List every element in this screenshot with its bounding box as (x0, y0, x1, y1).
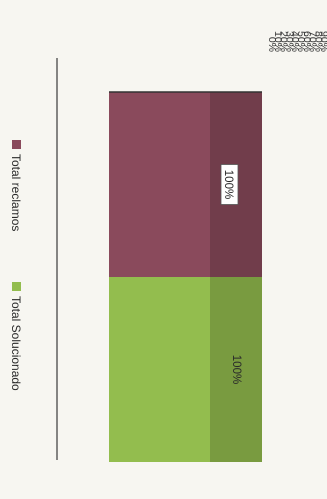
y-axis-ticks: 0%10%20%30%40%50%60%70%80%90%100% (266, 25, 327, 52)
legend-swatch-1 (12, 282, 21, 291)
legend-label-1: Total Solucionado (9, 296, 23, 391)
y-tick-label-10: 100% (324, 25, 327, 52)
y-tick-label-2: 20% (278, 31, 290, 52)
y-tick-label-6: 60% (301, 31, 313, 52)
legend-label-0: Total reclamos (9, 154, 23, 231)
y-tick-label-5: 50% (295, 31, 307, 52)
bar-segment-0: 100% (109, 92, 262, 277)
data-label-1: 100% (230, 355, 242, 384)
bar-front-1 (109, 277, 210, 462)
y-tick-label-3: 30% (283, 31, 295, 52)
legend: Total reclamos Total Solucionado (9, 140, 23, 391)
y-tick-label-0: 0% (266, 37, 278, 52)
bar-top-1 (210, 277, 262, 462)
y-tick-label-7: 70% (307, 31, 319, 52)
legend-item-0: Total reclamos (9, 140, 23, 231)
bar-front-0 (109, 92, 210, 277)
bar-segment-1: 100% (109, 277, 262, 462)
y-tick-label-8: 80% (312, 31, 324, 52)
y-tick-label-4: 40% (289, 31, 301, 52)
y-tick-label-9: 90% (318, 31, 327, 52)
y-tick-label-1: 10% (272, 31, 284, 52)
legend-item-1: Total Solucionado (9, 282, 23, 391)
data-label-box-0 (220, 164, 239, 205)
data-label-0: 100% (222, 170, 234, 199)
bar-stack: 100% 100% (109, 91, 262, 462)
legend-swatch-0 (12, 140, 21, 149)
